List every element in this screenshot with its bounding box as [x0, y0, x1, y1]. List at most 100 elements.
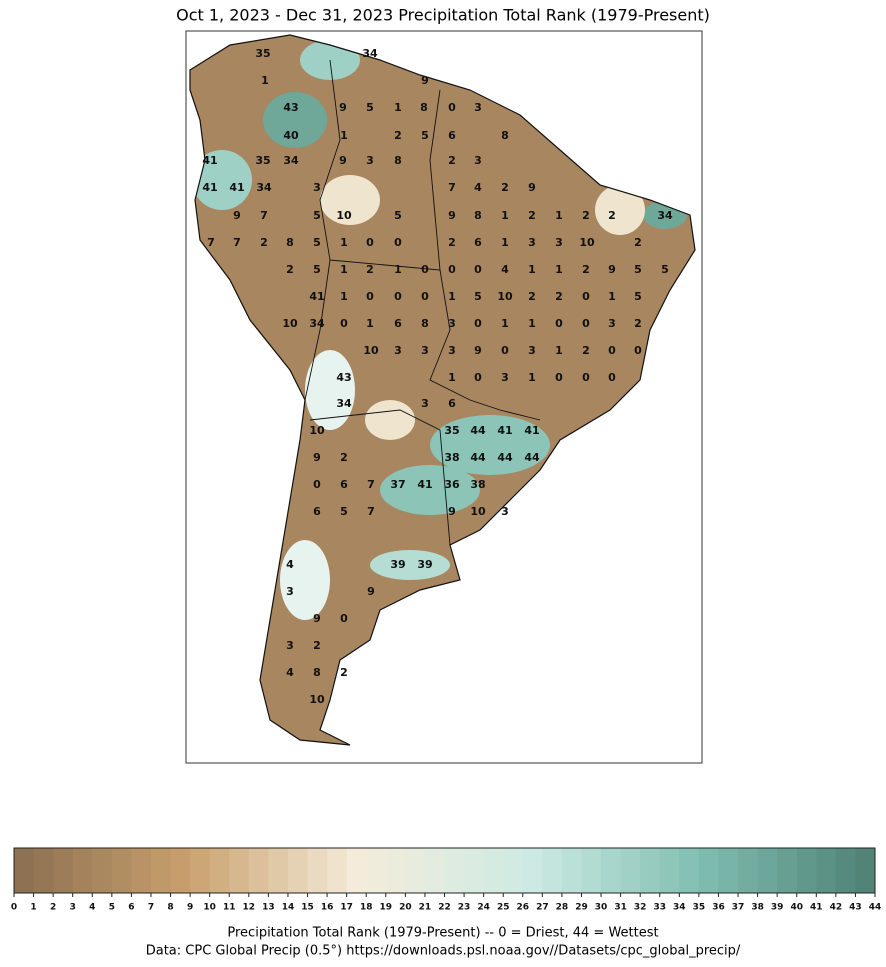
colorbar-segment	[268, 848, 289, 893]
map-labels: 35 341 943 9 5 1 8 0 340 1 2 5 6 841 35 34 9 3 8 2 341 41 34 3 7…	[202, 47, 673, 706]
colorbar-label: Precipitation Total Rank (1979-Present) …	[227, 926, 658, 941]
border	[304, 59, 341, 401]
map-label: 2	[394, 129, 402, 142]
colorbar-tick-label: 10	[203, 903, 216, 913]
map-label: 37	[390, 478, 405, 491]
map-label: 3	[474, 101, 482, 114]
map-label: 0	[394, 290, 402, 303]
map-label: 7	[260, 209, 268, 222]
map-label: 8	[474, 209, 482, 222]
map-label: 1	[340, 290, 348, 303]
map-label: 1	[555, 209, 563, 222]
map-label: 5	[634, 290, 642, 303]
colorbar-tick-label: 20	[399, 903, 412, 913]
colorbar-tick-label: 2	[50, 903, 56, 913]
colorbar-tick-label: 31	[614, 903, 627, 913]
colorbar-tick-label: 44	[869, 903, 882, 913]
map-label: 1	[394, 263, 402, 276]
map-label: 39	[417, 558, 432, 571]
map-label: 0	[582, 290, 590, 303]
colorbar-tick-label: 4	[89, 903, 95, 913]
map-label: 41	[417, 478, 432, 491]
colorbar-segment	[248, 848, 269, 893]
dry-patch	[365, 400, 415, 440]
map-label: 3	[555, 236, 563, 249]
colorbar-segment	[796, 848, 817, 893]
map-label: 0	[555, 371, 563, 384]
map-label: 2	[340, 451, 348, 464]
colorbar-segment	[92, 848, 113, 893]
map-label: 5	[394, 209, 402, 222]
map-label: 41	[524, 424, 539, 437]
colorbar: 0 1 2 3 4 5 6 7 8 9 10 11 12 13 14 15 16 17 18 19 20 21 22 23 24…	[11, 847, 882, 913]
map-label: 1	[528, 371, 536, 384]
map-label: 2	[582, 263, 590, 276]
colorbar-segment	[405, 848, 426, 893]
map-label: 1	[340, 263, 348, 276]
map-label: 3	[448, 317, 456, 330]
map-label: 34	[336, 397, 352, 410]
map-label: 0	[421, 290, 429, 303]
colorbar-tick-label: 19	[380, 903, 393, 913]
map-label: 4	[474, 181, 482, 194]
colorbar-tick-label: 39	[771, 903, 784, 913]
map-label: 44	[497, 451, 513, 464]
map-label: 0	[474, 317, 482, 330]
map-label: 43	[336, 371, 351, 384]
map-label: 5	[366, 101, 374, 114]
map-label: 6	[394, 317, 402, 330]
map-label: 41	[202, 181, 217, 194]
colorbar-segment	[444, 848, 465, 893]
map-label: 6	[340, 478, 348, 491]
map-label: 10	[579, 236, 595, 249]
colorbar-segment	[464, 848, 485, 893]
map-label: 2	[555, 290, 563, 303]
colorbar-tick-label: 13	[262, 903, 275, 913]
map-label: 36	[444, 478, 460, 491]
map-label: 43	[283, 101, 298, 114]
map-label: 1	[501, 317, 509, 330]
colorbar-segment	[287, 848, 309, 893]
map-label: 0	[555, 317, 563, 330]
border	[429, 89, 441, 271]
map-label: 4	[501, 263, 509, 276]
colorbar-tick-label: 32	[634, 903, 647, 913]
colorbar-segment	[816, 848, 837, 893]
map-label: 3	[528, 344, 536, 357]
map-label: 0	[366, 236, 374, 249]
map-label: 3	[421, 397, 429, 410]
map-label: 3	[313, 181, 321, 194]
colorbar-tick-label: 3	[70, 903, 76, 913]
map-label: 1	[528, 263, 536, 276]
colorbar-tick-label: 8	[167, 903, 173, 913]
map-label: 44	[524, 451, 540, 464]
colorbar-segment	[698, 848, 719, 893]
colorbar-tick-label: 26	[517, 903, 530, 913]
map-label: 41	[202, 154, 217, 167]
map-label: 2	[528, 290, 536, 303]
colorbar-segment	[72, 848, 93, 893]
dry-patch	[305, 350, 355, 430]
map-label: 9	[608, 263, 616, 276]
map-label: 7	[448, 181, 456, 194]
colorbar-tick-label: 9	[187, 903, 193, 913]
colorbar-segment	[757, 848, 778, 893]
colorbar-segment	[327, 848, 348, 893]
map-label: 5	[313, 209, 321, 222]
colorbar-segment	[738, 848, 759, 893]
colorbar-tick-label: 17	[340, 903, 353, 913]
colorbar-tick-label: 5	[109, 903, 115, 913]
colorbar-segment	[777, 848, 798, 893]
map-label: 2	[634, 317, 642, 330]
colorbar-tick-label: 43	[849, 903, 862, 913]
map-label: 5	[474, 290, 482, 303]
colorbar-tick-label: 37	[732, 903, 745, 913]
map-label: 10	[336, 209, 352, 222]
colorbar-segment	[150, 848, 172, 893]
map-label: 8	[313, 666, 321, 679]
map-label: 9	[474, 344, 482, 357]
map-label: 34	[309, 317, 325, 330]
map-label: 2	[448, 236, 456, 249]
borders	[304, 59, 541, 546]
colorbar-segment	[307, 848, 328, 893]
